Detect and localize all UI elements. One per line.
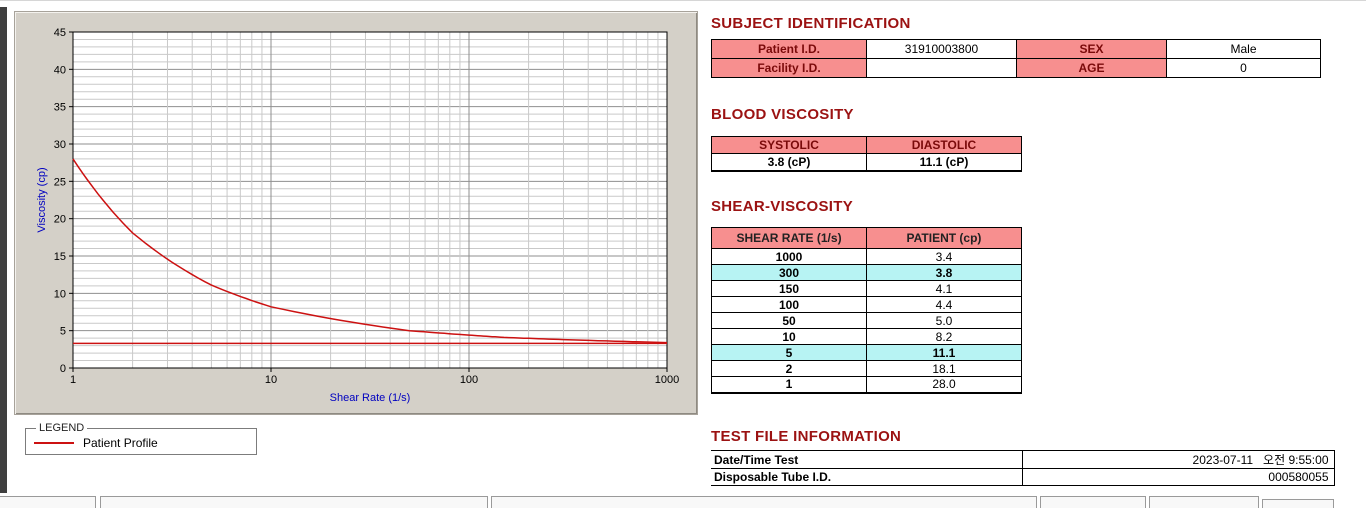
disposable-tube-id-value: 000580055	[1021, 468, 1335, 486]
table-row: Date/Time Test 2023-07-11 오전 9:55:00	[711, 450, 1335, 469]
svg-text:10: 10	[265, 374, 277, 386]
diastolic-value: 11.1 (cP)	[866, 153, 1022, 171]
svg-text:15: 15	[54, 251, 66, 263]
test-file-information-heading: TEST FILE INFORMATION	[711, 428, 902, 445]
blood-viscosity-heading: BLOOD VISCOSITY	[711, 106, 854, 123]
blood-viscosity-table: SYSTOLIC DIASTOLIC 3.8 (cP) 11.1 (cP)	[711, 136, 1022, 172]
table-row: 150 4.1	[711, 280, 1022, 297]
svg-text:30: 30	[54, 139, 66, 151]
shear-rate-cell: 100	[711, 296, 867, 313]
shear-rate-col-header: SHEAR RATE (1/s)	[711, 227, 867, 249]
test-file-information-table: Date/Time Test 2023-07-11 오전 9:55:00 Dis…	[711, 450, 1335, 486]
legend-title: LEGEND	[39, 422, 85, 434]
svg-text:5: 5	[60, 326, 66, 338]
patient-cp-cell: 3.8	[866, 264, 1022, 281]
table-row: 1000 3.4	[711, 248, 1022, 265]
table-row: SYSTOLIC DIASTOLIC	[711, 136, 1022, 154]
patient-cp-cell: 8.2	[866, 328, 1022, 345]
legend-series-label: Patient Profile	[83, 436, 158, 450]
background-window-fragment[interactable]	[0, 496, 96, 508]
shear-rate-cell: 300	[711, 264, 867, 281]
svg-text:35: 35	[54, 102, 66, 114]
svg-text:0: 0	[60, 363, 66, 375]
svg-text:100: 100	[460, 374, 478, 386]
subject-identification-section: SUBJECT IDENTIFICATION Patient I.D. 3191…	[711, 15, 1321, 78]
chart-panel: 0 5 10 15 20 25 30 35 40 45 1 10 100 1000 Shear Rate (…	[14, 11, 698, 415]
table-row: 10 8.2	[711, 328, 1022, 345]
chart-legend: LEGEND Patient Profile	[25, 422, 257, 455]
sex-value: Male	[1166, 39, 1321, 59]
blood-viscosity-section: BLOOD VISCOSITY SYSTOLIC DIASTOLIC 3.8 (…	[711, 106, 1022, 172]
background-window-fragment[interactable]	[1149, 496, 1259, 508]
background-window-fragment[interactable]	[1262, 499, 1334, 508]
patient-cp-cell: 18.1	[866, 360, 1022, 377]
svg-text:20: 20	[54, 214, 66, 226]
table-row: Disposable Tube I.D. 000580055	[711, 468, 1335, 486]
patient-cp-cell: 11.1	[866, 344, 1022, 361]
svg-text:Shear Rate (1/s): Shear Rate (1/s)	[330, 392, 411, 404]
table-row: 50 5.0	[711, 312, 1022, 329]
svg-text:1000: 1000	[655, 374, 679, 386]
shear-rate-cell: 150	[711, 280, 867, 297]
systolic-label: SYSTOLIC	[711, 136, 867, 154]
svg-text:45: 45	[54, 27, 66, 39]
background-window-fragment[interactable]	[100, 496, 488, 508]
patient-cp-cell: 4.1	[866, 280, 1022, 297]
shear-rate-cell: 10	[711, 328, 867, 345]
table-row: 2 18.1	[711, 360, 1022, 377]
age-value: 0	[1166, 58, 1321, 78]
svg-text:40: 40	[54, 64, 66, 76]
test-file-information-section: TEST FILE INFORMATION Date/Time Test 202…	[711, 428, 1335, 486]
background-window-fragment[interactable]	[1040, 496, 1146, 508]
shear-rate-cell: 1000	[711, 248, 867, 265]
shear-viscosity-heading: SHEAR-VISCOSITY	[711, 198, 854, 215]
shear-rate-cell: 1	[711, 376, 867, 393]
table-row-highlighted: 300 3.8	[711, 264, 1022, 281]
patient-id-label: Patient I.D.	[711, 39, 867, 59]
left-window-edge	[0, 7, 7, 493]
subject-identification-heading: SUBJECT IDENTIFICATION	[711, 15, 911, 32]
table-row: Facility I.D. AGE 0	[711, 58, 1321, 78]
disposable-tube-id-label: Disposable Tube I.D.	[711, 468, 1022, 486]
diastolic-label: DIASTOLIC	[866, 136, 1022, 154]
shear-rate-cell: 2	[711, 360, 867, 377]
background-window-fragment[interactable]	[491, 496, 1037, 508]
table-row-highlighted: 5 11.1	[711, 344, 1022, 361]
patient-id-value: 31910003800	[866, 39, 1017, 59]
patient-cp-cell: 5.0	[866, 312, 1022, 329]
patient-cp-cell: 4.4	[866, 296, 1022, 313]
sex-label: SEX	[1016, 39, 1167, 59]
shear-rate-cell: 50	[711, 312, 867, 329]
svg-text:25: 25	[54, 176, 66, 188]
report-panel: SUBJECT IDENTIFICATION Patient I.D. 3191…	[711, 1, 1351, 508]
svg-text:10: 10	[54, 288, 66, 300]
shear-rate-cell: 5	[711, 344, 867, 361]
age-label: AGE	[1016, 58, 1167, 78]
date-time-test-label: Date/Time Test	[711, 450, 1022, 469]
svg-text:Viscosity (cp): Viscosity (cp)	[36, 167, 48, 232]
table-row: 3.8 (cP) 11.1 (cP)	[711, 153, 1022, 171]
table-header-row: SHEAR RATE (1/s) PATIENT (cp)	[711, 227, 1022, 249]
shear-viscosity-section: SHEAR-VISCOSITY SHEAR RATE (1/s) PATIENT…	[711, 198, 1022, 394]
table-row: 100 4.4	[711, 296, 1022, 313]
legend-line-sample	[34, 442, 74, 444]
svg-text:1: 1	[70, 374, 76, 386]
patient-cp-col-header: PATIENT (cp)	[866, 227, 1022, 249]
facility-id-value	[866, 58, 1017, 78]
shear-viscosity-table: SHEAR RATE (1/s) PATIENT (cp) 1000 3.4 30…	[711, 227, 1022, 394]
subject-identification-table: Patient I.D. 31910003800 SEX Male Facili…	[711, 39, 1321, 78]
viscosity-chart-svg: 0 5 10 15 20 25 30 35 40 45 1 10 100 1000 Shear Rate (…	[36, 27, 679, 404]
date-time-test-value: 2023-07-11 오전 9:55:00	[1021, 450, 1335, 469]
legend-entry: Patient Profile	[34, 436, 248, 450]
patient-cp-cell: 3.4	[866, 248, 1022, 265]
table-row: Patient I.D. 31910003800 SEX Male	[711, 39, 1321, 59]
table-row: 1 28.0	[711, 376, 1022, 393]
systolic-value: 3.8 (cP)	[711, 153, 867, 171]
patient-cp-cell: 28.0	[866, 376, 1022, 393]
facility-id-label: Facility I.D.	[711, 58, 867, 78]
